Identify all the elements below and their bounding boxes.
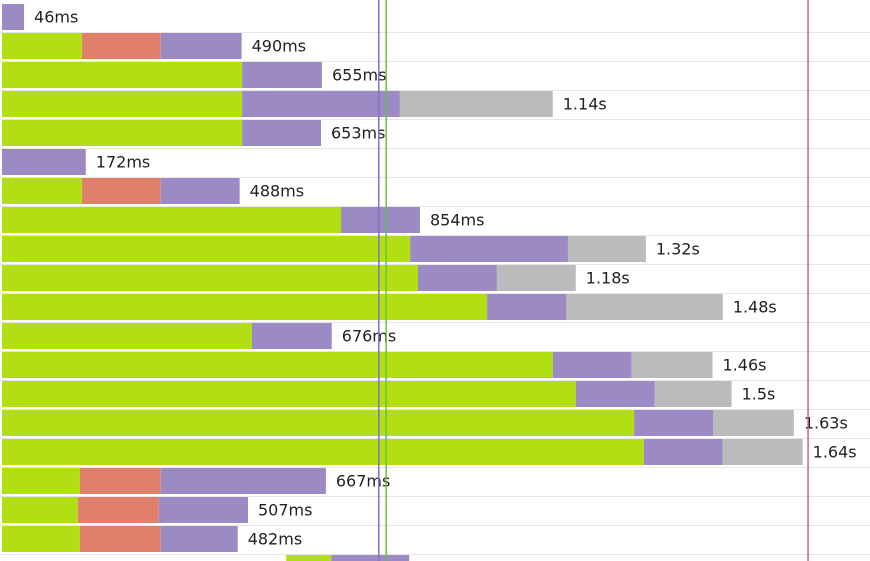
duration-label: 46ms	[34, 8, 78, 27]
duration-label: 655ms	[332, 66, 386, 85]
duration-label: 507ms	[258, 501, 312, 520]
timing-segment	[2, 323, 252, 349]
timing-segment	[565, 294, 723, 320]
timing-segment	[2, 62, 243, 88]
timing-segment	[643, 439, 723, 465]
timing-segment	[712, 410, 794, 436]
timing-segment	[2, 468, 80, 494]
timing-segment	[2, 381, 576, 407]
timing-segment	[487, 294, 566, 320]
duration-label: 1.48s	[733, 298, 777, 317]
timing-segment	[418, 265, 497, 291]
duration-label: 676ms	[342, 327, 396, 346]
timing-segment	[2, 91, 243, 117]
duration-label: 1.18s	[586, 269, 630, 288]
timing-segment	[410, 236, 568, 262]
timing-segment	[158, 497, 248, 523]
timing-segment	[79, 526, 161, 552]
timing-segment	[2, 33, 82, 59]
timing-segment	[575, 381, 655, 407]
timing-segment	[160, 526, 238, 552]
duration-label: 667ms	[336, 472, 390, 491]
timing-segment	[160, 468, 326, 494]
duration-label: 490ms	[252, 37, 306, 56]
timing-segment	[2, 497, 78, 523]
duration-label: 1.32s	[656, 240, 700, 259]
timing-segment	[2, 526, 80, 552]
duration-label: 653ms	[331, 124, 385, 143]
timing-segment	[251, 323, 332, 349]
timing-segment	[2, 4, 25, 30]
timing-segment	[2, 236, 411, 262]
duration-label: 854ms	[430, 211, 484, 230]
timing-segment	[331, 555, 410, 561]
timing-segment	[160, 33, 242, 59]
timing-segment	[654, 381, 732, 407]
duration-label: 1.64s	[813, 443, 857, 462]
timing-segment	[2, 265, 419, 291]
timing-segment	[81, 33, 161, 59]
timing-segment	[552, 352, 632, 378]
timing-segment	[2, 410, 635, 436]
timing-segment	[631, 352, 713, 378]
timing-segment	[722, 439, 803, 465]
timing-segment	[399, 91, 553, 117]
duration-label: 482ms	[248, 530, 302, 549]
timing-segment	[2, 352, 553, 378]
timing-segment	[77, 497, 159, 523]
duration-label: 1.63s	[804, 414, 848, 433]
duration-label: 488ms	[250, 182, 304, 201]
timing-segment	[242, 62, 322, 88]
timing-segment	[634, 410, 713, 436]
timing-segment	[2, 178, 82, 204]
timing-segment	[2, 120, 243, 146]
timing-segment	[81, 178, 161, 204]
timing-segment	[496, 265, 576, 291]
timing-segment	[567, 236, 646, 262]
timing-segment	[341, 207, 420, 233]
timing-segment	[242, 91, 400, 117]
duration-label: 1.46s	[723, 356, 767, 375]
timing-segment	[2, 294, 488, 320]
timing-segment	[160, 178, 240, 204]
timing-segment	[2, 149, 86, 175]
duration-label: 172ms	[96, 153, 150, 172]
timing-segment	[242, 120, 321, 146]
duration-label: 1.5s	[742, 385, 776, 404]
timing-segment	[2, 207, 342, 233]
timing-segment	[286, 555, 332, 561]
duration-label: 1.14s	[563, 95, 607, 114]
timing-segment	[79, 468, 161, 494]
timing-segment	[2, 439, 644, 465]
